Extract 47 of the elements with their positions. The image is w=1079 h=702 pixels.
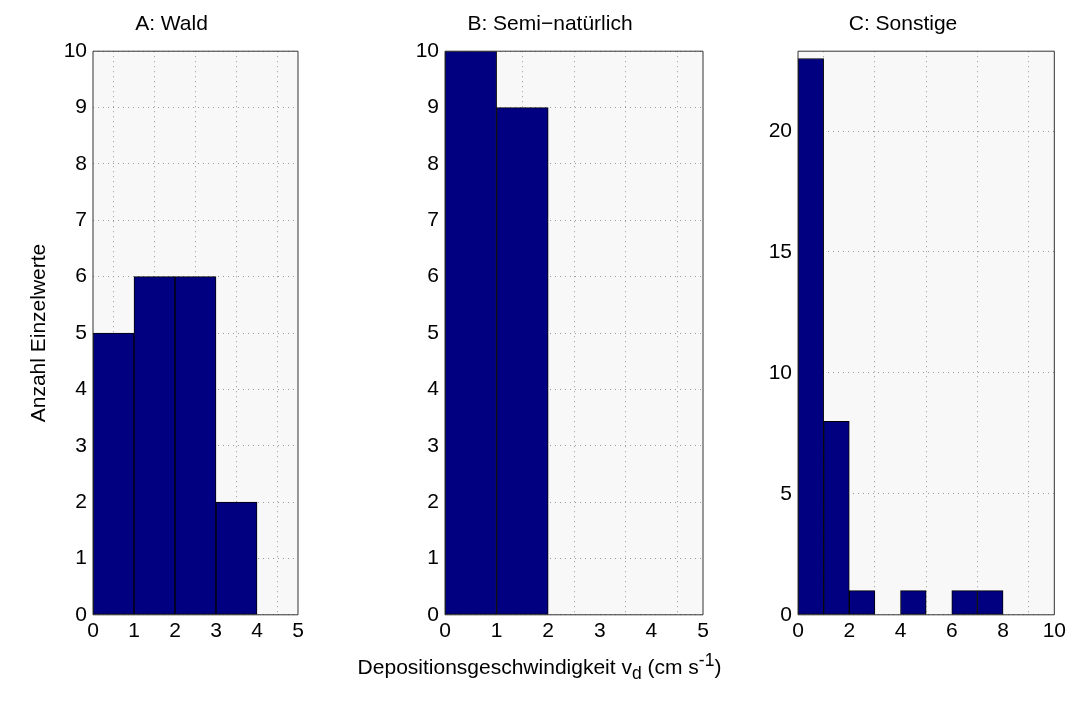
x-tick-label: 1: [490, 618, 503, 642]
y-tick-label: 5: [780, 480, 792, 504]
y-tick-label: 0: [780, 601, 792, 625]
x-tick-label: 4: [645, 618, 658, 642]
y-tick-label: 6: [75, 263, 87, 287]
y-tick-label: 8: [75, 150, 87, 174]
x-tick-label: 1: [128, 618, 140, 642]
y-tick-label: 9: [75, 94, 87, 118]
y-tick-label: 3: [427, 432, 439, 456]
y-tick-label: 10: [415, 38, 439, 61]
y-tick-label: 1: [427, 545, 439, 569]
y-tick-label: 2: [427, 488, 439, 512]
x-tick-label: 4: [894, 618, 907, 642]
x-tick-label: 2: [169, 618, 181, 642]
chart-title: B: Semi−natürlich: [467, 11, 633, 35]
y-tick-label: 7: [75, 207, 87, 231]
y-tick-label: 3: [75, 432, 87, 456]
x-tick-label: 3: [210, 618, 222, 642]
y-tick-label: 1: [75, 545, 87, 569]
y-tick-label: 4: [427, 376, 440, 400]
y-tick-label: 7: [427, 207, 439, 231]
x-tick-label: 4: [251, 618, 264, 642]
x-tick-label: 2: [542, 618, 555, 642]
x-tick-label: 5: [697, 618, 709, 642]
y-tick-label: 0: [427, 601, 439, 625]
y-tick-label: 9: [427, 94, 439, 118]
chart-title: A: Wald: [135, 11, 208, 35]
y-tick-label: 5: [427, 319, 439, 343]
y-tick-label: 6: [427, 263, 439, 287]
y-tick-label: 2: [75, 488, 87, 512]
y-axis-title: Anzahl Einzelwerte: [26, 242, 50, 425]
x-tick-label: 8: [997, 618, 1009, 642]
x-tick-label: 2: [843, 618, 856, 642]
x-tick-label: 5: [292, 618, 304, 642]
y-tick-label: 4: [75, 376, 88, 400]
x-axis-title: Depositionsgeschwindigkeit v$_{d}$ (cm s$^{-1}$): [356, 650, 723, 685]
y-tick-label: 15: [768, 238, 792, 262]
y-tick-label: 0: [75, 601, 87, 625]
x-tick-label: 6: [945, 618, 958, 642]
y-tick-label: 10: [768, 359, 792, 383]
x-tick-label: 3: [593, 618, 606, 642]
y-tick-label: 5: [75, 319, 87, 343]
chart-title: C: Sonstige: [848, 11, 958, 35]
x-tick-label: 10: [1042, 618, 1066, 642]
y-tick-label: 8: [427, 150, 439, 174]
y-tick-label: 20: [768, 117, 792, 141]
y-tick-label: 10: [63, 38, 87, 61]
